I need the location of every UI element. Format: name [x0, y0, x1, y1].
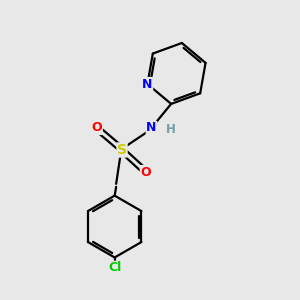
Text: O: O: [140, 166, 151, 178]
Text: H: H: [166, 123, 176, 136]
Text: O: O: [92, 122, 102, 134]
Text: S: S: [117, 143, 127, 157]
Text: N: N: [142, 77, 153, 91]
Text: N: N: [146, 122, 157, 134]
Text: Cl: Cl: [108, 261, 121, 274]
